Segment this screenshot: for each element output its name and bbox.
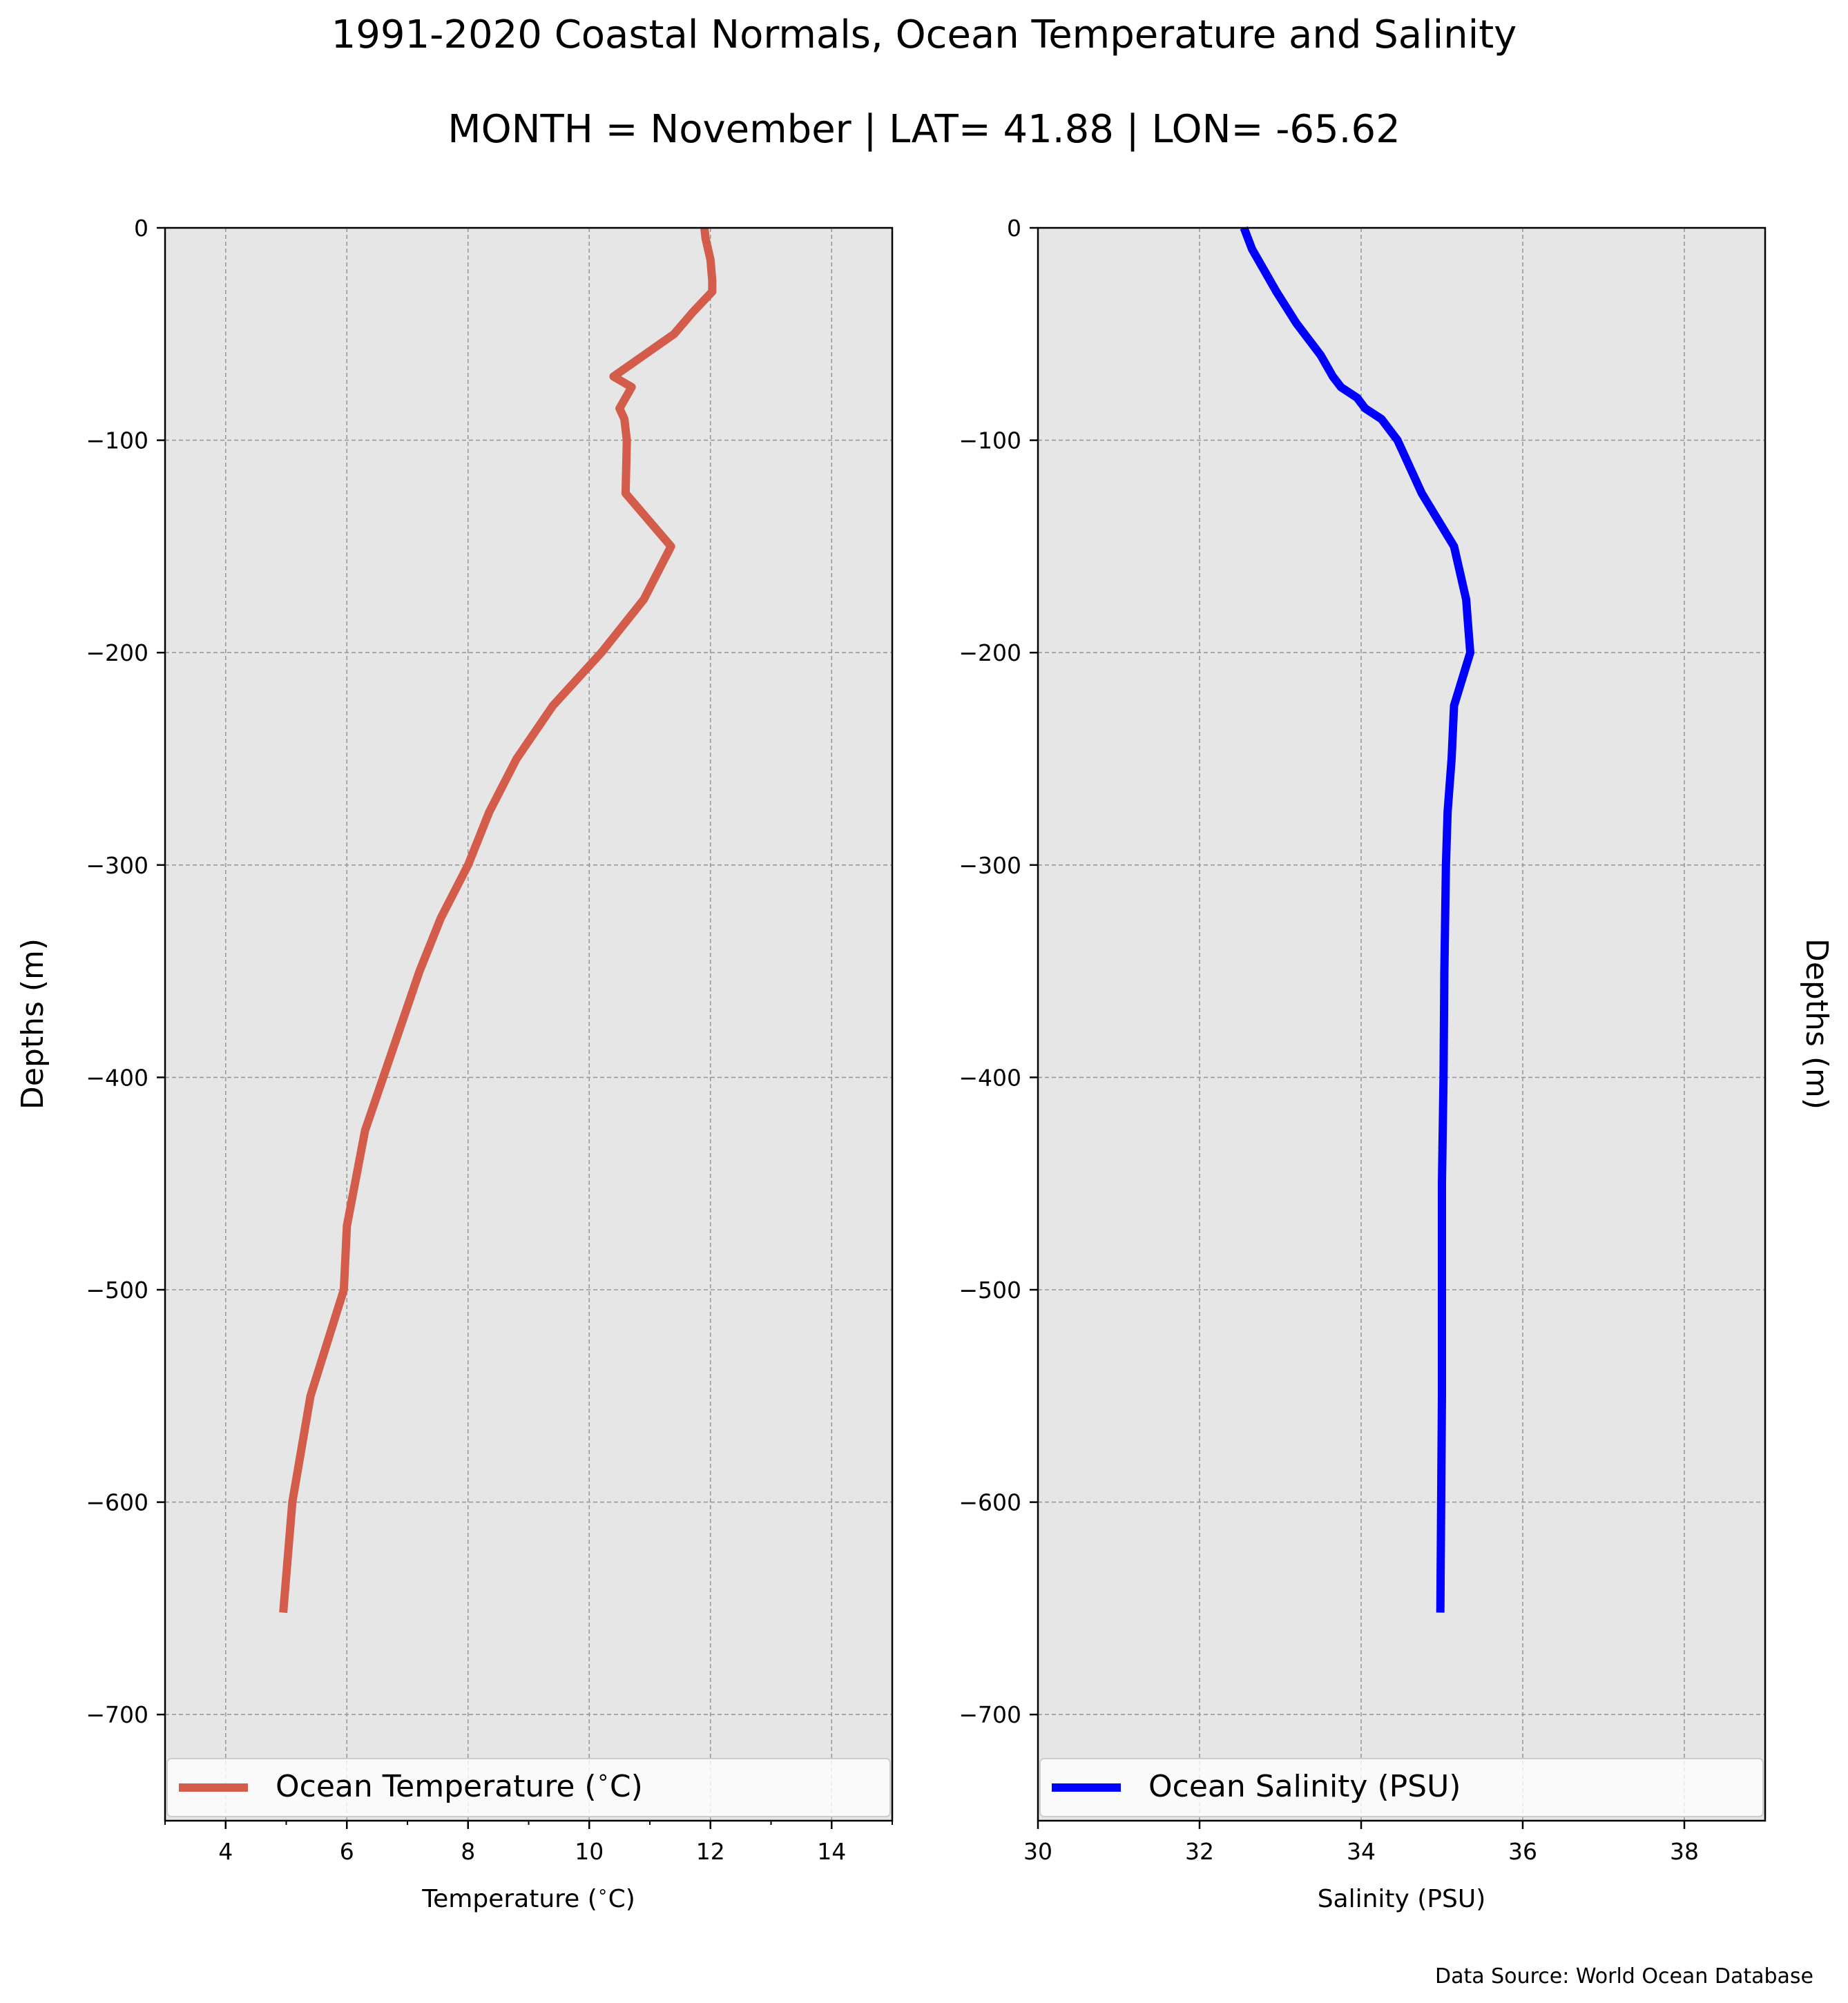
- x-tick-label: 32: [1185, 1838, 1214, 1865]
- legend-label: Ocean Salinity (PSU): [1148, 1769, 1461, 1804]
- legend: Ocean Temperature (∘C): [166, 1758, 891, 1817]
- x-tick-label: 36: [1508, 1838, 1537, 1865]
- plot-area: [1038, 228, 1765, 1821]
- y-tick-label: −400: [86, 1064, 148, 1091]
- x-tick-label: 38: [1670, 1838, 1699, 1865]
- x-axis-label: Salinity (PSU): [1318, 1885, 1486, 1913]
- series-line-temp: [279, 227, 717, 1614]
- y-tick-label: −700: [959, 1701, 1021, 1728]
- y-tick-label: −100: [86, 427, 148, 454]
- y-tick-label: −400: [959, 1064, 1021, 1091]
- legend-frame: [1039, 1758, 1764, 1817]
- y-tick-label: −700: [86, 1701, 148, 1728]
- x-tick-label: 10: [575, 1838, 604, 1865]
- y-axis-label-right: Depths (m): [1799, 938, 1834, 1110]
- y-tick-label: −300: [86, 852, 148, 879]
- chart-panel-temp: Ocean Temperature (∘C) 4 6 8 10 12 14 0 −100 −200…: [15, 215, 894, 1914]
- chart-title: 1991-2020 Coastal Normals, Ocean Tempera…: [331, 12, 1517, 57]
- x-tick-label: 4: [218, 1838, 233, 1865]
- x-tick-label: 14: [817, 1838, 846, 1865]
- x-axis-label: Temperature (∘C): [421, 1881, 635, 1914]
- x-tick-label: 30: [1023, 1838, 1052, 1865]
- y-tick-label: −600: [959, 1489, 1021, 1516]
- x-tick-label: 12: [696, 1838, 725, 1865]
- y-tick-label: −200: [959, 639, 1021, 666]
- y-tick-label: −300: [959, 852, 1021, 879]
- legend: Ocean Salinity (PSU): [1039, 1758, 1764, 1817]
- axes-frame: [1037, 226, 1767, 1822]
- y-tick-label: 0: [134, 215, 148, 242]
- y-tick-label: 0: [1007, 215, 1021, 242]
- x-tick-label: 34: [1347, 1838, 1376, 1865]
- y-tick-label: −500: [959, 1277, 1021, 1304]
- y-tick-label: −500: [86, 1277, 148, 1304]
- y-axis-label: Depths (m): [15, 938, 50, 1110]
- legend-label: Ocean Temperature (∘C): [276, 1765, 643, 1804]
- y-tick-label: −100: [959, 427, 1021, 454]
- y-tick-label: −600: [86, 1489, 148, 1516]
- data-source-note: Data Source: World Ocean Database: [1435, 1964, 1813, 1989]
- legend-frame: [166, 1758, 891, 1817]
- plot-area: [165, 228, 892, 1821]
- y-tick-label: −200: [86, 639, 148, 666]
- chart-panel-sal: Ocean Salinity (PSU) 30 32 34 36 38 0 −100 −200 −…: [959, 215, 1834, 1913]
- x-tick-label: 6: [340, 1838, 354, 1865]
- series-line-sal: [1240, 226, 1474, 1613]
- x-tick-label: 8: [461, 1838, 475, 1865]
- chart-subtitle: MONTH = November | LAT= 41.88 | LON= -65…: [447, 107, 1401, 152]
